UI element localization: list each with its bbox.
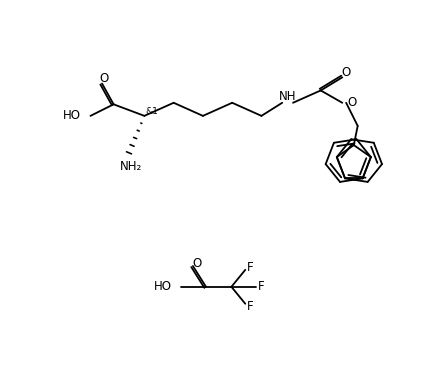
Text: O: O <box>192 257 201 270</box>
Text: NH: NH <box>279 90 297 103</box>
Text: O: O <box>342 66 351 79</box>
Text: F: F <box>247 300 254 313</box>
Text: HO: HO <box>154 280 172 293</box>
Text: O: O <box>100 72 109 85</box>
Text: F: F <box>247 261 254 274</box>
Text: HO: HO <box>63 109 81 122</box>
Text: &1: &1 <box>146 107 159 116</box>
Text: NH₂: NH₂ <box>120 160 142 173</box>
Text: O: O <box>348 96 357 109</box>
Text: F: F <box>258 280 265 293</box>
